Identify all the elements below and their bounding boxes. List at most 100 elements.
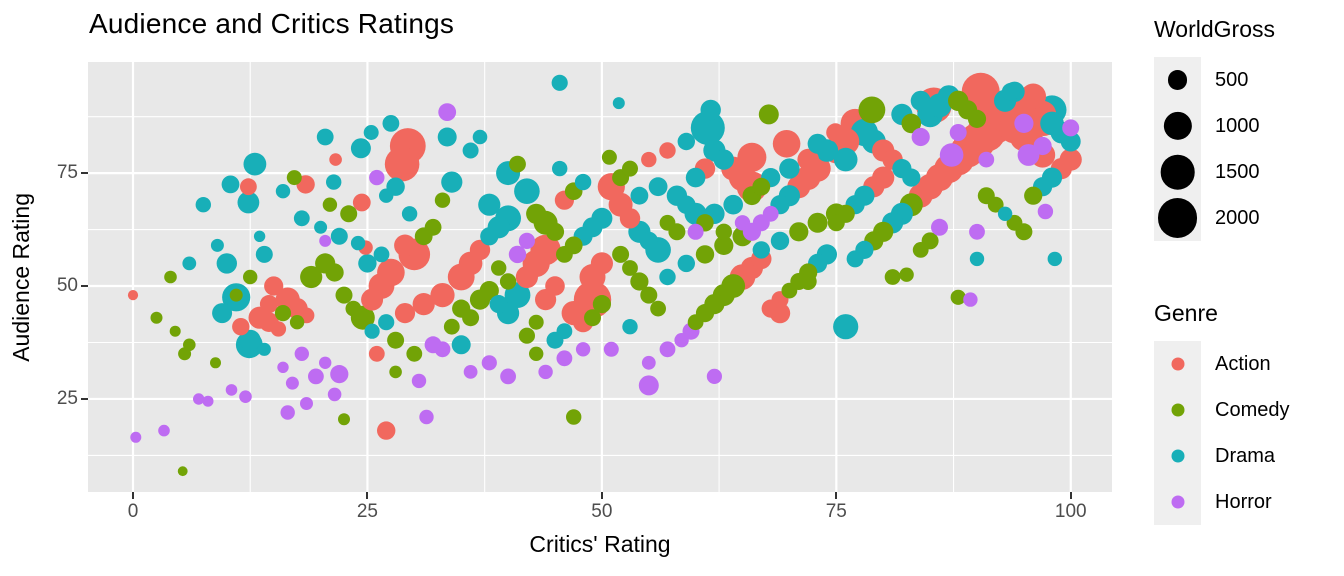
data-point [723, 194, 743, 215]
data-point [1033, 136, 1052, 156]
data-point [545, 276, 565, 296]
worldgross-legend-row: 2000 [1154, 195, 1275, 241]
worldgross-legend-row: 500 [1154, 57, 1275, 103]
data-point [329, 153, 342, 166]
data-point [177, 466, 188, 477]
data-point [789, 222, 809, 242]
data-point [387, 331, 405, 349]
data-point [322, 197, 338, 212]
data-point [438, 103, 457, 121]
genre-legend: Genre Action Comedy Drama Horror [1154, 300, 1289, 525]
data-point [619, 208, 641, 229]
data-point [797, 148, 819, 171]
data-point [556, 323, 573, 340]
worldgross-legend: WorldGross 500 1000 1500 2000 [1154, 16, 1275, 241]
data-point [240, 178, 257, 196]
data-point [528, 314, 544, 330]
data-point [259, 295, 279, 314]
data-point [827, 214, 845, 232]
size-legend-label: 2000 [1215, 206, 1260, 229]
data-point [685, 167, 706, 188]
genre-legend-dot-icon [1171, 449, 1184, 463]
data-point [641, 355, 656, 370]
data-point [479, 281, 499, 301]
chart-title: Audience and Critics Ratings [89, 8, 455, 39]
legend-key-box [1154, 433, 1201, 479]
data-point [910, 90, 931, 111]
data-point [639, 231, 658, 251]
data-point [350, 235, 366, 251]
x-tick-label: 100 [1054, 501, 1087, 522]
data-point [713, 149, 734, 170]
data-point [389, 365, 402, 379]
data-point [695, 245, 715, 264]
data-point [169, 325, 181, 337]
data-point [130, 431, 142, 443]
genre-legend-row-horror: Horror [1154, 479, 1289, 525]
data-point [158, 424, 170, 437]
data-point [394, 303, 416, 324]
x-tick-mark [366, 492, 369, 499]
data-point [264, 276, 284, 296]
worldgross-legend-rows: 500 1000 1500 2000 [1154, 57, 1275, 241]
data-point [275, 184, 291, 199]
data-point [270, 321, 287, 337]
data-point [1024, 186, 1043, 205]
data-point [195, 197, 211, 213]
data-point [182, 256, 197, 271]
data-point [556, 246, 573, 263]
data-point [770, 231, 790, 251]
data-point [1014, 113, 1034, 133]
data-point [799, 273, 817, 290]
data-point [210, 238, 224, 252]
data-point [601, 149, 617, 165]
data-point [472, 129, 488, 145]
genre-legend-title: Genre [1154, 300, 1218, 326]
data-point [443, 318, 460, 335]
data-point [659, 268, 676, 286]
data-point [603, 341, 619, 357]
data-point [622, 160, 638, 177]
data-point [480, 227, 499, 246]
data-point [243, 269, 258, 285]
y-tick-mark [81, 172, 88, 175]
data-point [330, 227, 348, 245]
worldgross-legend-row: 1500 [1154, 149, 1275, 195]
data-point [714, 235, 734, 255]
size-legend-dot-icon [1160, 154, 1195, 190]
data-point [221, 175, 240, 194]
y-tick-label: 25 [56, 387, 78, 409]
data-point [640, 286, 658, 304]
data-point [752, 241, 770, 259]
data-point [912, 242, 929, 258]
data-point [463, 365, 478, 379]
data-point [700, 99, 721, 121]
data-point [352, 193, 371, 212]
data-point [575, 342, 591, 357]
data-point [335, 286, 353, 304]
data-point [963, 292, 978, 307]
data-point [499, 273, 517, 290]
data-point [325, 263, 344, 282]
data-point [997, 206, 1013, 221]
data-point [612, 97, 625, 110]
data-point [369, 169, 385, 186]
data-point [715, 223, 732, 240]
data-point [255, 245, 273, 263]
data-point [518, 232, 535, 249]
data-point [690, 110, 725, 145]
data-point [781, 282, 798, 299]
data-point [538, 364, 553, 380]
data-point [1017, 144, 1040, 166]
data-point [253, 230, 266, 242]
genre-legend-label: Comedy [1215, 398, 1290, 421]
data-point [508, 245, 527, 264]
size-legend-label: 1500 [1215, 160, 1260, 183]
data-point [293, 210, 310, 227]
data-point [826, 123, 845, 142]
data-point [949, 124, 967, 141]
data-point [326, 174, 342, 190]
size-legend-dot-icon [1157, 198, 1198, 238]
legend-key-box [1154, 103, 1201, 149]
y-tick-label: 50 [56, 275, 78, 297]
